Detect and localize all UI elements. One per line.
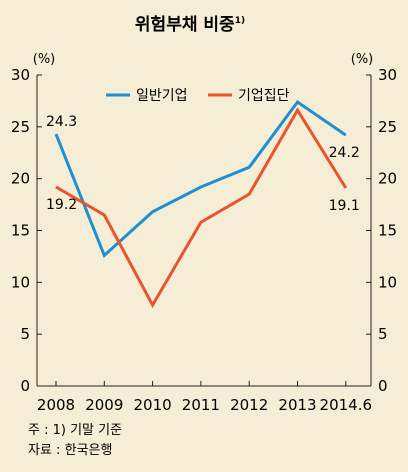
footnote-note: 주 : 1) 기말 기준 [28, 423, 122, 438]
data-label-series-1: 24.2 [329, 145, 360, 161]
right-y-tick-label: 10 [378, 273, 397, 291]
left-y-tick-label: 20 [11, 170, 30, 188]
right-y-tick-label: 15 [378, 222, 397, 240]
axes-group: 0 0 5 5 10 10 15 15 20 20 25 25 30 30 2008 2009 2010 2011… [11, 66, 397, 414]
right-y-tick-label: 25 [378, 118, 397, 136]
chart-title: 위험부채 비중1) [135, 14, 245, 35]
data-label-series-2: 19.1 [329, 198, 360, 214]
left-axis-unit: (%) [33, 52, 56, 67]
right-y-tick-label: 30 [378, 66, 397, 84]
right-y-tick-label: 20 [378, 170, 397, 188]
x-tick-label: 2014.6 [320, 396, 373, 414]
left-y-tick-label: 10 [11, 273, 30, 291]
x-tick-label: 2012 [230, 396, 268, 414]
x-tick-label: 2013 [278, 396, 316, 414]
series-line-2 [55, 107, 348, 309]
data-label-series-2: 19.2 [46, 197, 77, 213]
x-tick-label: 2011 [182, 396, 220, 414]
chart-title-text: 위험부채 비중 [135, 14, 235, 35]
data-label-series-1: 24.3 [46, 114, 77, 130]
x-tick-label: 2009 [85, 396, 123, 414]
left-y-tick-label: 0 [20, 377, 30, 395]
right-axis-unit: (%) [351, 52, 374, 67]
x-tick-label: 2010 [134, 396, 172, 414]
legend-label-2: 기업집단 [238, 88, 290, 104]
series-line-1 [54, 99, 347, 258]
left-y-tick-label: 30 [11, 66, 30, 84]
chart-title-footnote-mark: 1) [235, 16, 245, 26]
data-labels-group: 24.3 24.2 19.2 19.1 [46, 114, 360, 214]
left-y-tick-label: 25 [11, 118, 30, 136]
left-y-tick-label: 15 [11, 222, 30, 240]
x-tick-label: 2008 [37, 396, 75, 414]
series-lines-group [54, 99, 348, 309]
legend: 일반기업 기업집단 [106, 88, 290, 104]
left-y-tick-label: 5 [20, 325, 30, 343]
right-y-tick-label: 5 [378, 325, 388, 343]
right-y-tick-label: 0 [378, 377, 388, 395]
footnote-source: 자료 : 한국은행 [28, 442, 112, 458]
legend-label-1: 일반기업 [136, 88, 188, 104]
